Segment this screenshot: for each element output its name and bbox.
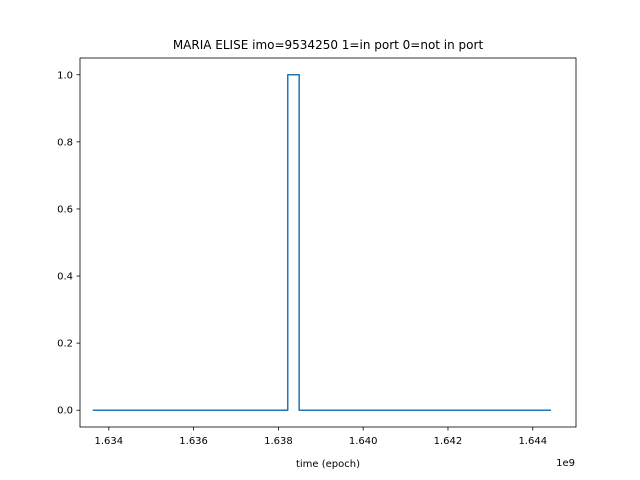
x-axis-label: time (epoch) (296, 459, 360, 470)
x-axis: 1.634 1.636 1.638 1.640 1.642 1.644 (95, 427, 547, 447)
series-line-0 (92, 74, 551, 411)
y-axis: 0.0 0.2 0.4 0.6 0.8 1.0 (57, 70, 80, 417)
y-tick-label: 0.2 (57, 339, 73, 350)
x-offset-label: 1e9 (556, 458, 575, 469)
y-tick-label: 0.8 (57, 137, 73, 148)
y-tick-label: 0.0 (57, 406, 73, 417)
x-tick-label: 1.634 (95, 436, 124, 447)
x-tick-label: 1.636 (179, 436, 208, 447)
x-tick-label: 1.640 (349, 436, 378, 447)
y-tick-label: 0.4 (57, 272, 73, 283)
x-tick-label: 1.644 (518, 436, 547, 447)
y-tick-label: 0.6 (57, 204, 73, 215)
x-tick-label: 1.642 (434, 436, 463, 447)
plot-frame (79, 57, 577, 428)
plot-area (79, 57, 577, 428)
chart-title: MARIA ELISE imo=9534250 1=in port 0=not … (173, 38, 484, 52)
y-tick-label: 1.0 (57, 70, 73, 81)
x-tick-label: 1.638 (264, 436, 293, 447)
